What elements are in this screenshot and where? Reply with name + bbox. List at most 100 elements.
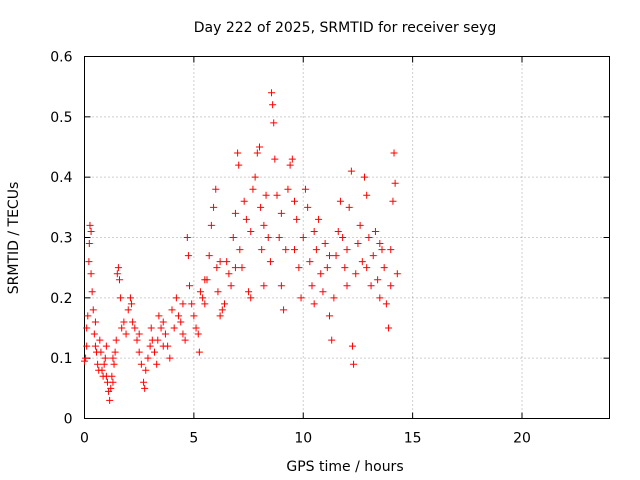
data-point — [231, 264, 239, 272]
data-point — [122, 330, 130, 338]
data-point — [179, 300, 187, 308]
data-point — [159, 318, 167, 326]
data-point — [218, 306, 226, 314]
data-point — [315, 215, 323, 223]
data-point — [135, 330, 143, 338]
data-point — [212, 185, 220, 193]
data-point — [166, 354, 174, 362]
data-point — [258, 246, 266, 254]
data-point — [155, 312, 163, 320]
data-point — [308, 282, 316, 290]
data-point — [326, 312, 333, 320]
data-point — [310, 227, 318, 235]
data-point — [131, 324, 139, 332]
data-point — [245, 288, 253, 296]
data-point — [282, 246, 290, 254]
data-point — [343, 246, 351, 254]
data-point — [352, 270, 360, 278]
data-point — [81, 357, 88, 365]
data-point — [137, 360, 145, 368]
data-point — [106, 396, 114, 404]
data-point — [89, 306, 97, 314]
data-point — [242, 215, 250, 223]
data-point — [83, 324, 91, 332]
data-point — [295, 264, 303, 272]
data-point — [284, 185, 292, 193]
data-point — [213, 264, 221, 272]
data-point — [195, 348, 203, 356]
data-point — [146, 342, 154, 350]
x-tick-label: 10 — [294, 431, 312, 447]
data-point — [347, 167, 355, 175]
data-point — [262, 191, 270, 199]
data-point — [277, 282, 285, 290]
data-point — [266, 258, 274, 266]
data-point — [376, 240, 384, 248]
axis-ticks: 0 0.1 0.2 0.3 0.4 0.5 0.6 0 5 10 15 20 — [50, 50, 610, 447]
data-point — [387, 246, 395, 254]
data-point — [257, 203, 265, 211]
data-point — [343, 282, 351, 290]
data-point — [387, 282, 395, 290]
data-point — [317, 270, 325, 278]
data-point — [301, 185, 309, 193]
data-point — [334, 227, 342, 235]
y-tick-label: 0 — [64, 412, 73, 428]
y-tick-label: 0.3 — [50, 231, 72, 247]
y-tick-label: 0.5 — [50, 110, 72, 126]
data-point — [210, 203, 218, 211]
data-point — [86, 221, 94, 229]
data-point — [91, 318, 99, 326]
data-point — [192, 324, 200, 332]
data-point — [88, 288, 96, 296]
data-point — [94, 360, 102, 368]
data-point — [269, 101, 277, 109]
data-point — [306, 258, 314, 266]
data-point — [341, 264, 349, 272]
data-point — [117, 294, 125, 302]
data-point — [260, 282, 268, 290]
data-point — [238, 264, 246, 272]
plot-frame — [84, 56, 610, 419]
data-point — [83, 342, 91, 350]
data-point — [179, 330, 187, 338]
data-point — [140, 378, 148, 386]
data-point — [312, 246, 320, 254]
data-point — [247, 294, 255, 302]
data-point — [260, 221, 268, 229]
data-point — [184, 252, 192, 260]
data-point — [286, 161, 294, 169]
data-point — [84, 312, 92, 320]
data-point — [328, 336, 336, 344]
data-point — [390, 149, 398, 157]
data-point — [223, 258, 231, 266]
data-point — [275, 234, 283, 241]
data-point — [141, 384, 149, 392]
data-point — [126, 294, 134, 302]
data-point — [142, 366, 150, 374]
data-point — [98, 366, 106, 374]
data-point — [247, 227, 255, 235]
data-point — [277, 209, 285, 217]
data-point — [96, 336, 104, 344]
data-point — [216, 312, 224, 320]
data-point — [153, 360, 161, 368]
data-point — [391, 179, 399, 187]
data-point — [157, 324, 165, 332]
data-point — [297, 294, 305, 302]
data-point — [354, 240, 362, 248]
data-point — [199, 294, 207, 302]
data-point — [326, 252, 333, 260]
data-point — [107, 384, 115, 392]
data-point — [330, 294, 338, 302]
data-point — [205, 252, 213, 260]
data-point — [186, 282, 193, 290]
data-point — [321, 240, 329, 248]
data-point — [369, 252, 377, 260]
data-point — [161, 330, 169, 338]
data-point — [144, 354, 152, 362]
data-point — [356, 221, 364, 229]
data-point — [183, 234, 191, 241]
data-point — [319, 288, 327, 296]
data-point — [118, 324, 126, 332]
